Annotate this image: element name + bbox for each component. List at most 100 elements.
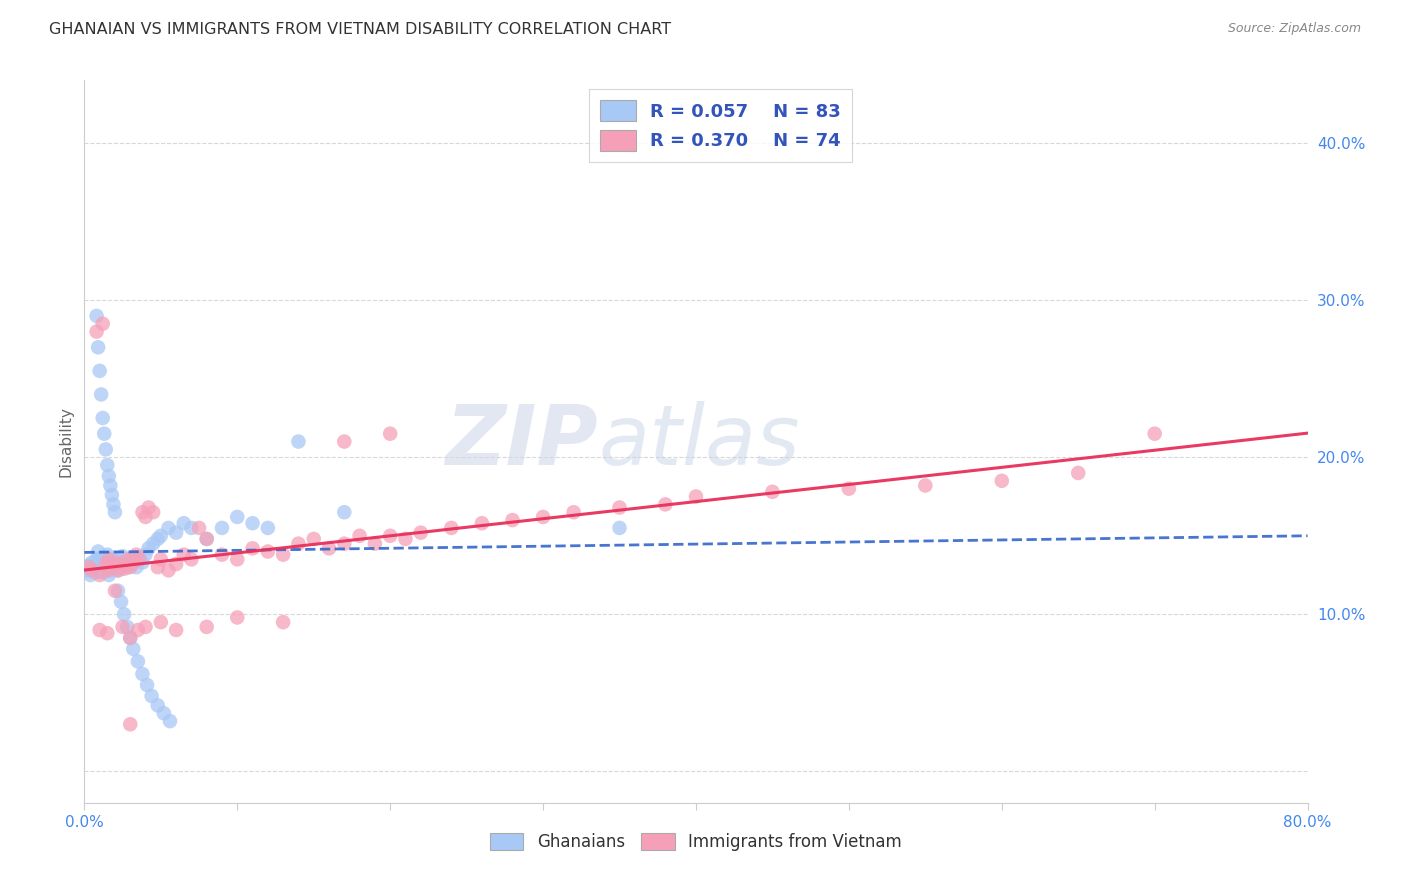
Point xyxy=(287,434,309,449)
Point xyxy=(97,568,120,582)
Point xyxy=(111,620,134,634)
Point xyxy=(122,556,145,570)
Point xyxy=(112,607,135,622)
Point xyxy=(180,521,202,535)
Point xyxy=(96,458,118,472)
Point xyxy=(96,563,118,577)
Point xyxy=(91,411,114,425)
Text: atlas: atlas xyxy=(598,401,800,482)
Point xyxy=(94,557,117,571)
Point xyxy=(131,505,153,519)
Point xyxy=(138,541,160,556)
Point xyxy=(271,548,294,562)
Point xyxy=(128,552,150,566)
Point xyxy=(97,556,120,570)
Point xyxy=(761,484,783,499)
Point xyxy=(409,525,432,540)
Point xyxy=(195,620,218,634)
Point xyxy=(115,560,138,574)
Point xyxy=(531,510,554,524)
Y-axis label: Disability: Disability xyxy=(58,406,73,477)
Point xyxy=(609,500,631,515)
Point xyxy=(122,556,145,570)
Point xyxy=(125,548,148,562)
Point xyxy=(98,478,121,492)
Point xyxy=(138,500,160,515)
Point xyxy=(107,563,129,577)
Point xyxy=(89,556,111,570)
Point xyxy=(120,717,142,731)
Point xyxy=(135,548,157,562)
Point xyxy=(89,623,111,637)
Point xyxy=(142,505,165,519)
Point xyxy=(257,544,280,558)
Point xyxy=(159,714,181,728)
Point xyxy=(914,478,936,492)
Point xyxy=(77,558,100,573)
Point xyxy=(93,426,115,441)
Point xyxy=(131,667,153,681)
Point xyxy=(111,549,134,564)
Point xyxy=(86,325,108,339)
Point xyxy=(135,510,157,524)
Point xyxy=(131,556,153,570)
Point xyxy=(226,552,249,566)
Point xyxy=(287,536,309,550)
Point xyxy=(108,556,131,570)
Point xyxy=(146,560,169,574)
Point xyxy=(195,532,218,546)
Point xyxy=(112,562,135,576)
Point xyxy=(173,516,195,531)
Point xyxy=(89,364,111,378)
Point xyxy=(101,560,124,574)
Legend: Ghanaians, Immigrants from Vietnam: Ghanaians, Immigrants from Vietnam xyxy=(482,825,910,860)
Point xyxy=(115,552,138,566)
Point xyxy=(1067,466,1090,480)
Point xyxy=(364,536,387,550)
Point xyxy=(101,558,124,573)
Point xyxy=(157,521,180,535)
Point xyxy=(471,516,494,531)
Point xyxy=(104,550,127,565)
Point xyxy=(1143,426,1166,441)
Point xyxy=(110,557,132,571)
Point xyxy=(96,626,118,640)
Point xyxy=(90,550,112,565)
Point xyxy=(89,568,111,582)
Text: Source: ZipAtlas.com: Source: ZipAtlas.com xyxy=(1227,22,1361,36)
Point xyxy=(502,513,524,527)
Point xyxy=(146,698,169,713)
Point xyxy=(149,552,172,566)
Point xyxy=(226,510,249,524)
Point xyxy=(80,563,103,577)
Point xyxy=(120,631,142,645)
Point xyxy=(142,536,165,550)
Point xyxy=(333,434,356,449)
Point xyxy=(157,563,180,577)
Point xyxy=(97,552,120,566)
Point xyxy=(84,560,107,574)
Point xyxy=(685,490,707,504)
Point xyxy=(333,536,356,550)
Point xyxy=(173,548,195,562)
Point xyxy=(380,426,402,441)
Point xyxy=(86,309,108,323)
Point xyxy=(79,568,101,582)
Point xyxy=(91,558,114,573)
Point xyxy=(105,558,128,573)
Point xyxy=(86,552,108,566)
Point xyxy=(440,521,463,535)
Point xyxy=(104,505,127,519)
Point xyxy=(242,541,264,556)
Point xyxy=(180,552,202,566)
Point xyxy=(87,557,110,571)
Point xyxy=(94,442,117,457)
Point xyxy=(80,556,103,570)
Point xyxy=(135,620,157,634)
Point xyxy=(107,563,129,577)
Point xyxy=(122,641,145,656)
Point xyxy=(141,689,163,703)
Point xyxy=(101,552,124,566)
Point xyxy=(127,623,149,637)
Point xyxy=(136,678,159,692)
